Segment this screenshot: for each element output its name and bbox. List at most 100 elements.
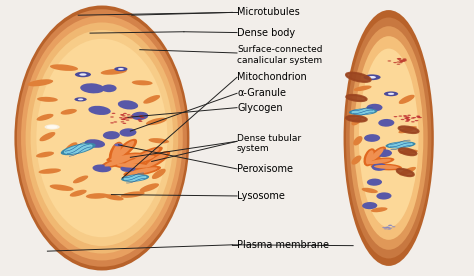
Ellipse shape <box>401 61 405 62</box>
Ellipse shape <box>110 116 114 118</box>
Ellipse shape <box>36 152 54 158</box>
Ellipse shape <box>123 118 127 120</box>
Ellipse shape <box>367 179 382 186</box>
Ellipse shape <box>385 227 389 228</box>
Ellipse shape <box>351 109 375 115</box>
Ellipse shape <box>80 83 105 93</box>
Ellipse shape <box>125 117 129 118</box>
Ellipse shape <box>101 84 117 92</box>
Ellipse shape <box>354 36 423 240</box>
Ellipse shape <box>406 120 410 121</box>
Ellipse shape <box>104 194 124 200</box>
Ellipse shape <box>386 227 390 228</box>
Ellipse shape <box>393 62 397 63</box>
Ellipse shape <box>400 61 403 62</box>
Ellipse shape <box>399 167 416 175</box>
Text: Plasma membrane: Plasma membrane <box>237 240 329 250</box>
Ellipse shape <box>121 154 158 166</box>
Ellipse shape <box>131 147 163 163</box>
Ellipse shape <box>143 95 160 104</box>
Ellipse shape <box>123 113 127 114</box>
Ellipse shape <box>132 80 153 85</box>
Ellipse shape <box>366 104 383 112</box>
Ellipse shape <box>106 153 145 162</box>
Ellipse shape <box>399 60 403 61</box>
Ellipse shape <box>125 117 129 118</box>
Ellipse shape <box>405 117 409 119</box>
Ellipse shape <box>399 126 417 133</box>
Ellipse shape <box>362 188 378 193</box>
Ellipse shape <box>139 121 143 122</box>
Ellipse shape <box>125 156 155 164</box>
Ellipse shape <box>114 139 137 159</box>
Ellipse shape <box>388 227 392 229</box>
Text: Dense tubular
system: Dense tubular system <box>237 134 301 153</box>
Ellipse shape <box>344 10 434 266</box>
Ellipse shape <box>121 191 145 198</box>
Ellipse shape <box>346 73 371 82</box>
Ellipse shape <box>371 207 388 212</box>
Ellipse shape <box>14 6 190 270</box>
Ellipse shape <box>418 117 422 118</box>
Ellipse shape <box>403 60 407 61</box>
Ellipse shape <box>120 114 124 115</box>
Text: Lysosome: Lysosome <box>237 191 285 201</box>
Ellipse shape <box>382 227 386 228</box>
Ellipse shape <box>64 144 92 154</box>
Ellipse shape <box>122 123 126 124</box>
Ellipse shape <box>123 166 161 176</box>
Ellipse shape <box>354 86 372 91</box>
Ellipse shape <box>399 115 402 117</box>
Ellipse shape <box>406 116 410 118</box>
Ellipse shape <box>402 58 406 60</box>
Ellipse shape <box>37 97 58 102</box>
Ellipse shape <box>26 22 178 254</box>
Ellipse shape <box>364 75 381 80</box>
Ellipse shape <box>123 117 127 119</box>
Ellipse shape <box>36 39 167 237</box>
Ellipse shape <box>21 15 183 261</box>
Text: Surface-connected
canalicular system: Surface-connected canalicular system <box>237 46 322 65</box>
Ellipse shape <box>109 142 124 164</box>
Text: Glycogen: Glycogen <box>237 103 283 113</box>
Ellipse shape <box>111 144 121 163</box>
Ellipse shape <box>393 116 397 117</box>
Ellipse shape <box>110 154 141 161</box>
Ellipse shape <box>119 117 123 118</box>
Ellipse shape <box>118 100 138 110</box>
Ellipse shape <box>384 91 398 96</box>
Ellipse shape <box>74 97 87 102</box>
Text: Dense body: Dense body <box>237 28 295 38</box>
Ellipse shape <box>127 117 130 118</box>
Ellipse shape <box>385 141 416 148</box>
Ellipse shape <box>388 93 394 95</box>
Ellipse shape <box>372 163 387 171</box>
Text: Microtubules: Microtubules <box>237 7 300 17</box>
Ellipse shape <box>387 229 391 230</box>
Ellipse shape <box>61 109 77 115</box>
Ellipse shape <box>120 121 124 123</box>
Ellipse shape <box>101 155 136 168</box>
Ellipse shape <box>411 121 415 123</box>
Ellipse shape <box>45 124 60 129</box>
Ellipse shape <box>65 142 77 153</box>
Ellipse shape <box>399 149 418 154</box>
Ellipse shape <box>117 141 134 157</box>
Ellipse shape <box>36 114 54 121</box>
Ellipse shape <box>392 226 395 227</box>
Ellipse shape <box>120 118 124 120</box>
Ellipse shape <box>400 61 404 62</box>
Ellipse shape <box>367 147 386 163</box>
Ellipse shape <box>401 59 405 61</box>
Ellipse shape <box>110 122 114 123</box>
Ellipse shape <box>403 116 407 117</box>
Ellipse shape <box>410 118 414 119</box>
Ellipse shape <box>122 119 126 120</box>
Ellipse shape <box>399 148 417 155</box>
Ellipse shape <box>386 227 390 228</box>
Ellipse shape <box>127 167 157 175</box>
Ellipse shape <box>126 120 129 121</box>
Ellipse shape <box>387 60 391 62</box>
Ellipse shape <box>364 134 380 142</box>
Ellipse shape <box>127 114 130 115</box>
